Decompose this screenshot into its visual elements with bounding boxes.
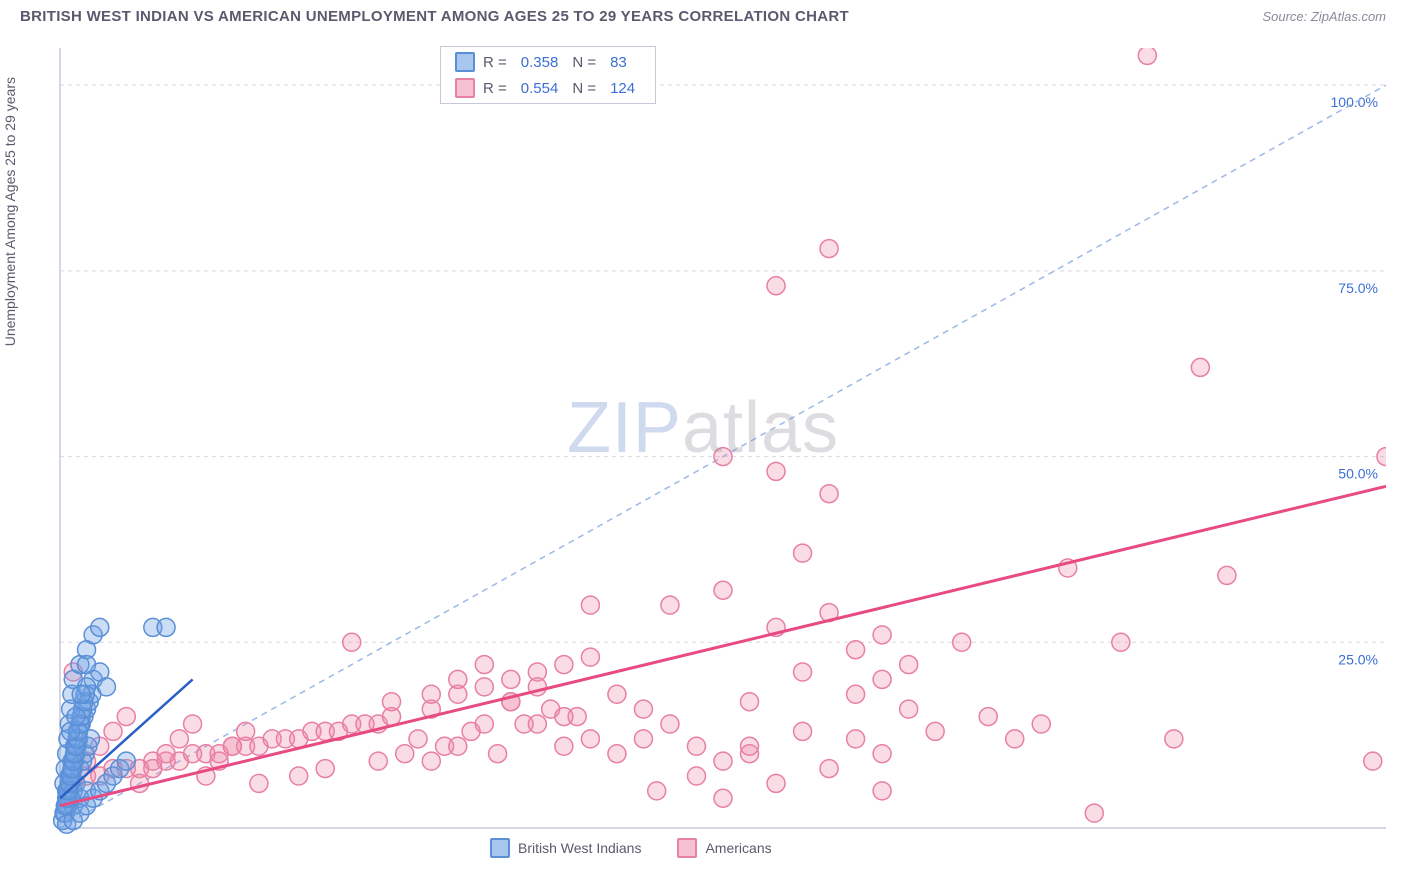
- swatch-icon: [490, 838, 510, 858]
- stats-row-series-1: R = 0.554 N = 124: [441, 75, 655, 101]
- legend-item-1: Americans: [677, 838, 771, 858]
- r-value: 0.554: [515, 80, 565, 97]
- svg-text:100.0%: 100.0%: [1331, 94, 1378, 110]
- r-label: R =: [483, 80, 507, 97]
- legend: British West Indians Americans: [490, 838, 772, 858]
- correlation-stats-box: R = 0.358 N = 83 R = 0.554 N = 124: [440, 46, 656, 104]
- r-value: 0.358: [515, 54, 565, 71]
- n-label: N =: [572, 80, 596, 97]
- n-value: 83: [604, 54, 633, 71]
- legend-label: British West Indians: [518, 840, 641, 856]
- svg-text:50.0%: 50.0%: [1338, 466, 1378, 482]
- legend-item-0: British West Indians: [490, 838, 641, 858]
- chart-title: BRITISH WEST INDIAN VS AMERICAN UNEMPLOY…: [20, 8, 849, 25]
- svg-text:0.0%: 0.0%: [60, 837, 92, 838]
- swatch-icon: [677, 838, 697, 858]
- swatch-icon: [455, 78, 475, 98]
- svg-text:25.0%: 25.0%: [1338, 651, 1378, 667]
- n-label: N =: [572, 54, 596, 71]
- n-value: 124: [604, 80, 641, 97]
- svg-text:75.0%: 75.0%: [1338, 280, 1378, 296]
- scatter-chart: 25.0% 50.0% 75.0% 100.0% 0.0% 100.0%: [50, 48, 1386, 838]
- chart-container: 25.0% 50.0% 75.0% 100.0% 0.0% 100.0%: [50, 48, 1386, 838]
- legend-label: Americans: [705, 840, 771, 856]
- source-attribution: Source: ZipAtlas.com: [1262, 9, 1386, 24]
- stats-row-series-0: R = 0.358 N = 83: [441, 49, 655, 75]
- r-label: R =: [483, 54, 507, 71]
- y-axis-label: Unemployment Among Ages 25 to 29 years: [2, 77, 18, 346]
- svg-text:100.0%: 100.0%: [1335, 837, 1382, 838]
- swatch-icon: [455, 52, 475, 72]
